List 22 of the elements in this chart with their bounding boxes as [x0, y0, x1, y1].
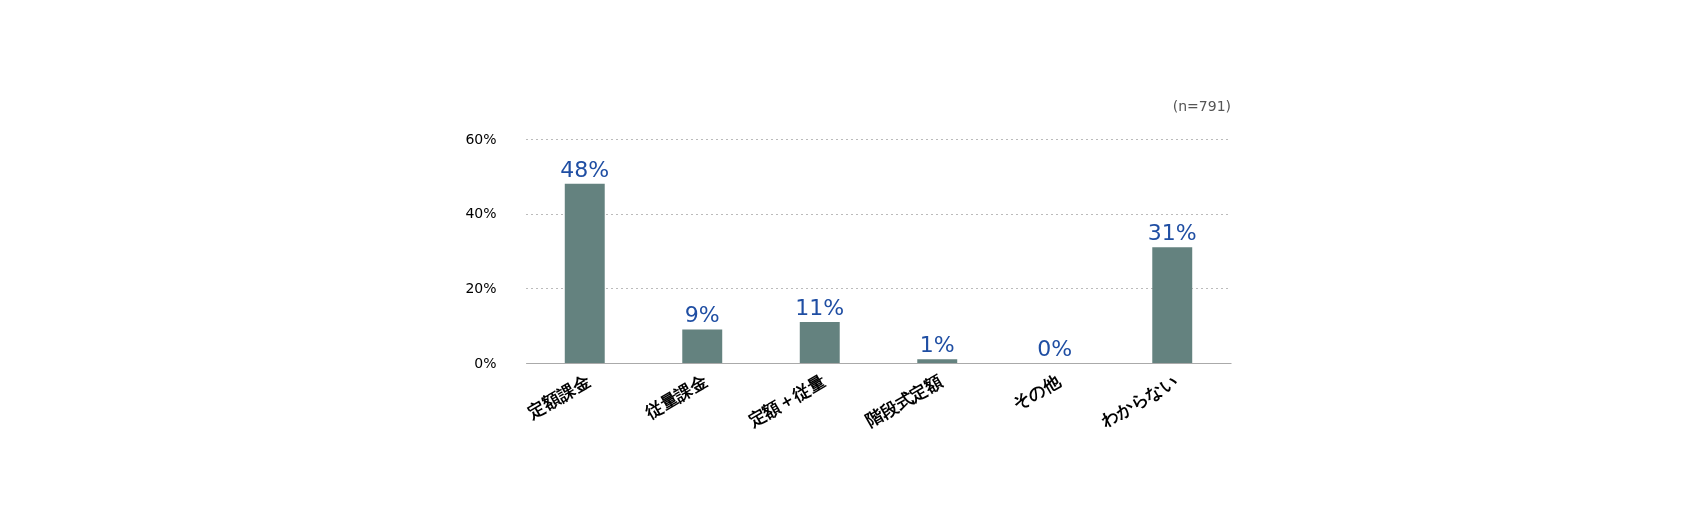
bar	[564, 183, 605, 363]
bar	[1152, 247, 1193, 363]
y-tick-label: 0%	[474, 354, 497, 371]
x-tick-label: 定額＋従量	[743, 370, 829, 432]
x-tick-label: 従量課金	[640, 370, 711, 423]
data-label: 9%	[684, 302, 720, 328]
y-tick-label: 20%	[465, 279, 497, 296]
data-label: 1%	[919, 332, 955, 358]
y-tick-label: 40%	[465, 205, 497, 222]
x-tick-label: 階段式定額	[862, 370, 946, 431]
x-tick-label: わからない	[1096, 370, 1181, 432]
bar	[682, 329, 723, 363]
x-tick-label: 定額課金	[523, 370, 594, 423]
data-label: 0%	[1037, 336, 1073, 361]
data-label: 11%	[795, 294, 845, 320]
bar	[917, 359, 958, 363]
data-label: 48%	[560, 156, 610, 182]
bar	[799, 321, 840, 363]
y-tick-label: 60%	[465, 130, 497, 147]
data-label: 31%	[1147, 220, 1197, 246]
x-tick-label: その他	[1009, 370, 1065, 414]
text: (n=791)	[1172, 98, 1231, 114]
